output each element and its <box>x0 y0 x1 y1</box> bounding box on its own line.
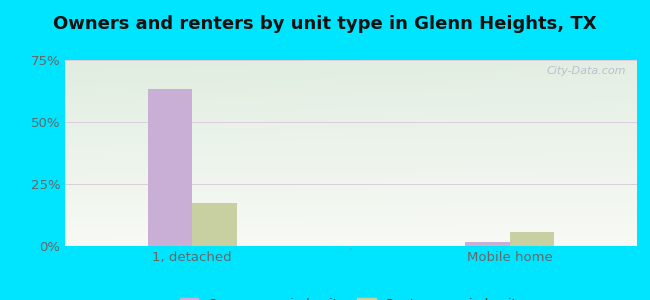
Bar <box>148 88 192 246</box>
Text: Owners and renters by unit type in Glenn Heights, TX: Owners and renters by unit type in Glenn… <box>53 15 597 33</box>
Legend: Owner occupied units, Renter occupied units: Owner occupied units, Renter occupied un… <box>174 293 528 300</box>
Bar <box>465 242 510 246</box>
Text: City-Data.com: City-Data.com <box>546 66 625 76</box>
Bar <box>192 202 237 246</box>
Bar <box>510 232 554 246</box>
